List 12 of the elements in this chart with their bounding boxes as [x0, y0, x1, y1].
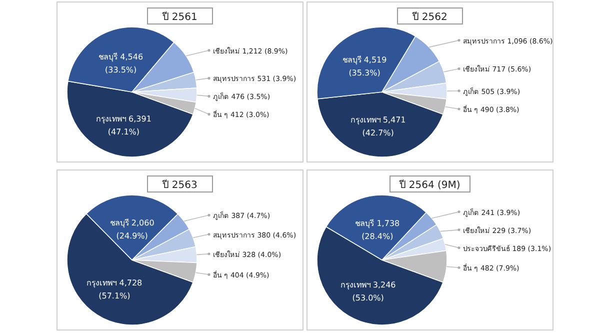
slice-label: ชลบุรี 4,519 (35.3%): [342, 56, 387, 78]
slice-label: ชลบุรี 1,738 (28.4%): [355, 218, 400, 241]
slice-label: ชลบุรี 4,546 (33.5%): [98, 52, 144, 74]
slice-label: กรุงเทพฯ 3,246 (53.0%): [340, 280, 396, 302]
chart-title: ปี 2563: [162, 179, 198, 191]
chart-title: ปี 2562: [412, 11, 448, 23]
chart-title: ปี 2561: [162, 11, 198, 23]
slice-label: กรุงเทพฯ 5,471 (42.7%): [350, 115, 406, 138]
slice-label: กรุงเทพฯ 6,391 (47.1%): [96, 114, 152, 136]
chart-title: ปี 2564 (9M): [398, 179, 460, 191]
slice-label: ชลบุรี 2,060 (24.9%): [110, 218, 154, 240]
slice-label: กรุงเทพฯ 4,728 (57.1%): [86, 278, 142, 300]
